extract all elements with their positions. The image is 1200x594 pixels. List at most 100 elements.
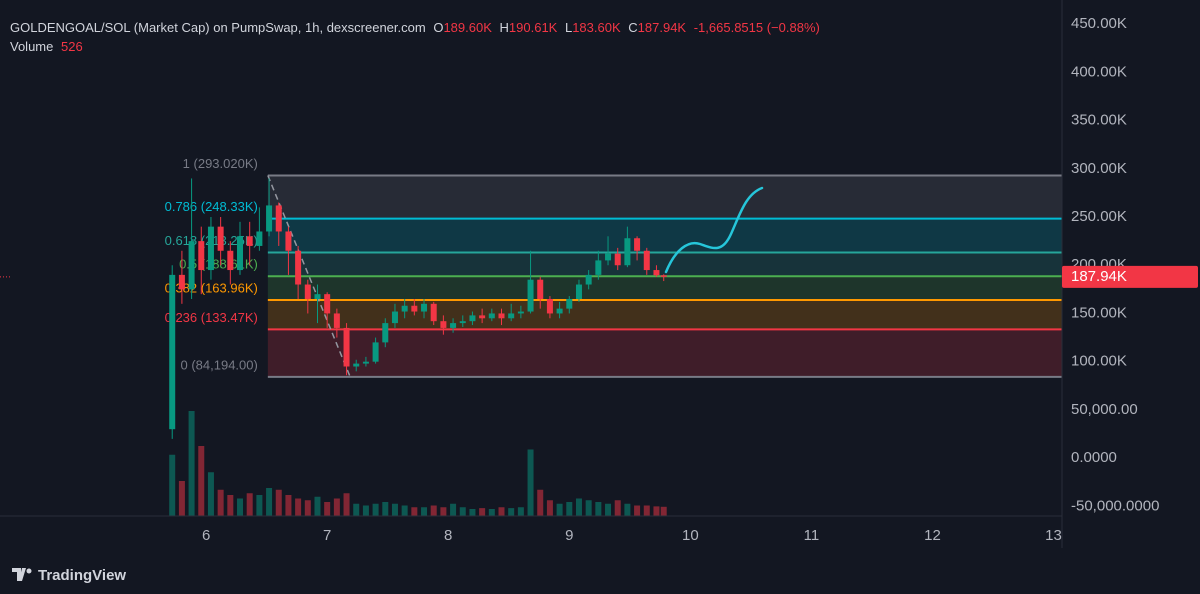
fib-level-label: 0 (84,194.00) <box>181 357 258 372</box>
candle-body <box>546 298 553 314</box>
y-tick-label: 250.00K <box>1071 208 1127 225</box>
volume-bar <box>479 508 486 516</box>
x-tick-label: 8 <box>444 527 452 544</box>
volume-bar <box>624 503 631 516</box>
candle-body <box>450 323 457 328</box>
volume-bar <box>595 502 602 516</box>
logo-dot <box>26 568 32 574</box>
freehand-drawing <box>664 186 764 274</box>
volume-bar <box>634 505 641 516</box>
c-value: 187.94K <box>638 20 687 35</box>
fib-level-label: 0.382 (163.96K) <box>165 280 258 295</box>
candle-body <box>430 303 437 322</box>
fib-level-label: 0.786 (248.33K) <box>165 199 258 214</box>
volume-bar <box>537 489 544 516</box>
candle-body <box>246 236 253 246</box>
candle-body <box>498 313 505 319</box>
volume-bar <box>614 500 621 516</box>
candle-body <box>343 327 350 367</box>
volume-bar <box>605 503 612 516</box>
candle-body <box>624 238 631 266</box>
volume-bar <box>343 493 350 516</box>
candle-body <box>178 274 185 290</box>
candle-body <box>595 260 602 275</box>
x-tick-label: 11 <box>804 527 820 544</box>
candle-body <box>391 311 398 324</box>
y-tick-label: 150.00K <box>1071 304 1127 321</box>
candle-body <box>304 284 311 299</box>
candle-body <box>566 298 573 309</box>
volume-bar <box>178 481 185 516</box>
candle-body <box>469 315 476 322</box>
volume-bar <box>198 446 205 516</box>
candle-body <box>198 241 205 271</box>
x-tick-label: 10 <box>682 527 699 544</box>
candle-body <box>207 226 214 271</box>
fib-band <box>267 252 1063 277</box>
y-tick-label: 100.00K <box>1071 353 1127 370</box>
volume-bar <box>450 503 457 516</box>
volume-bar <box>304 500 311 516</box>
volume-bar <box>585 500 592 516</box>
volume-bar <box>169 454 176 516</box>
x-tick-label: 12 <box>924 527 941 544</box>
volume-bar <box>488 509 495 516</box>
volume-bar <box>469 509 476 516</box>
candle-body <box>314 294 321 299</box>
candle-body <box>188 241 195 290</box>
volume-bar <box>188 411 195 516</box>
fib-level-label: 0.236 (133.47K) <box>165 310 258 325</box>
candle-body <box>527 279 534 312</box>
x-tick-label: 13 <box>1045 527 1062 544</box>
volume-bar <box>275 489 282 516</box>
x-tick-label: 7 <box>323 527 331 544</box>
o-value: 189.60K <box>443 20 492 35</box>
volume-bar <box>643 505 650 516</box>
l-value: 183.60K <box>572 20 621 35</box>
volume-bar <box>517 507 524 516</box>
volume-key: Volume <box>10 39 53 54</box>
candle-body <box>634 238 641 251</box>
candle-body <box>660 275 667 277</box>
candle-body <box>585 274 592 285</box>
fib-level-label: 1 (293.020K) <box>183 156 258 171</box>
candle-body <box>556 308 563 314</box>
volume-value: 526 <box>61 39 83 54</box>
volume-bar <box>227 495 234 516</box>
y-tick-label: 450.00K <box>1071 15 1127 32</box>
volume-bar <box>421 507 428 516</box>
volume-bar <box>459 507 466 516</box>
o-key: O <box>433 20 443 35</box>
y-tick-label: 400.00K <box>1071 63 1127 80</box>
volume-bar <box>333 498 340 516</box>
volume-bar <box>372 503 379 516</box>
h-value: 190.61K <box>509 20 558 35</box>
volume-layer <box>169 411 667 516</box>
volume-bar <box>546 500 553 516</box>
fib-band <box>267 218 1063 253</box>
x-tick-label: 9 <box>565 527 573 544</box>
candle-body <box>362 361 369 364</box>
l-key: L <box>565 20 572 35</box>
volume-bar <box>508 508 515 516</box>
y-tick-label: 350.00K <box>1071 112 1127 129</box>
candle-body <box>508 313 515 319</box>
candle-body <box>411 305 418 312</box>
candle-body <box>382 323 389 343</box>
volume-bar <box>217 489 224 516</box>
brand-name: TradingView <box>38 567 126 584</box>
h-key: H <box>500 20 509 35</box>
fib-band <box>267 175 1063 219</box>
candle-body <box>459 321 466 324</box>
candle-body <box>324 294 331 314</box>
volume-bar <box>575 498 582 516</box>
candle-body <box>605 253 612 261</box>
fib-band <box>267 276 1063 300</box>
candle-body <box>372 342 379 362</box>
volume-bar <box>295 498 302 516</box>
candle-body <box>479 315 486 319</box>
candle-body <box>517 311 524 314</box>
fib-band <box>267 329 1063 377</box>
volume-bar <box>391 503 398 516</box>
